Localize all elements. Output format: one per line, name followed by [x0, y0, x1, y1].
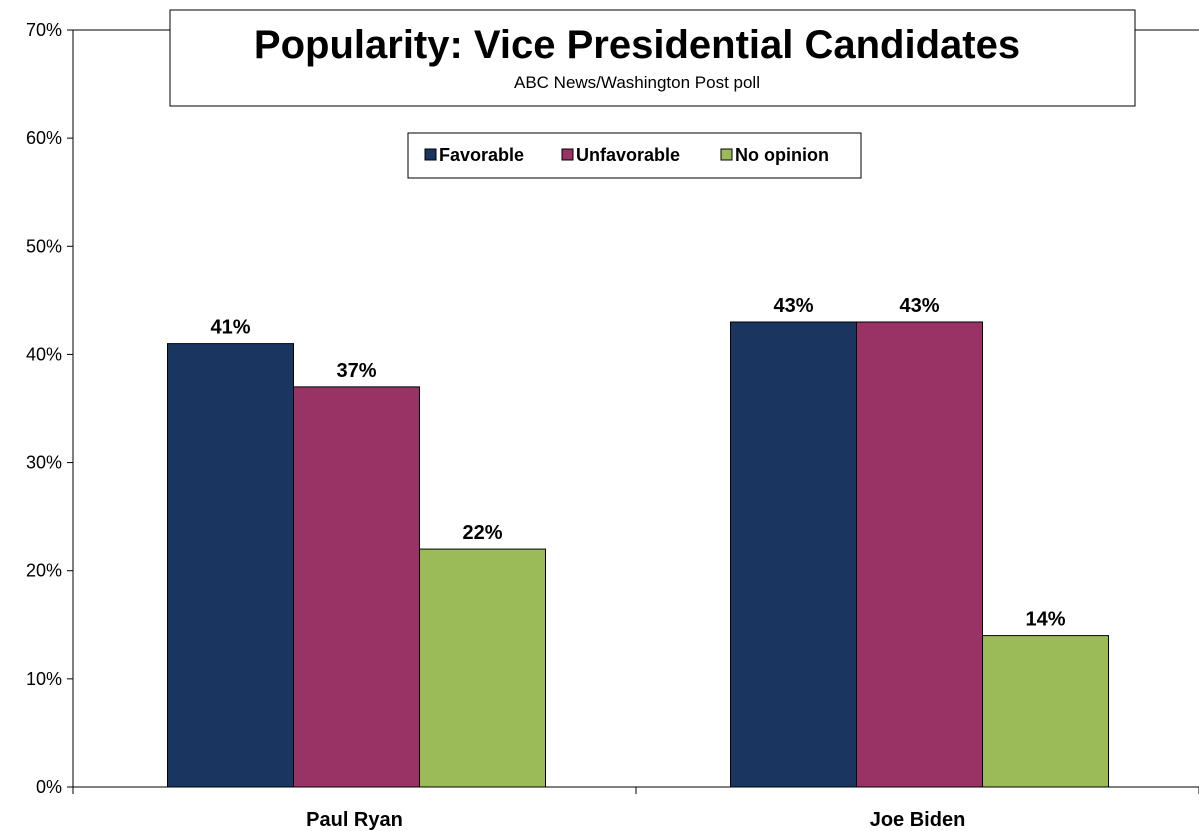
y-tick-label: 40% [26, 344, 62, 364]
legend-frame [407, 132, 862, 179]
bars [167, 321, 1109, 788]
bar [167, 343, 294, 788]
legend-entry: Unfavorable [576, 145, 680, 165]
chart-title: Popularity: Vice Presidential Candidates [254, 23, 1020, 67]
data-label: 22% [462, 522, 502, 544]
bar [856, 321, 983, 788]
y-tick-label: 30% [26, 453, 62, 473]
title-box: Popularity: Vice Presidential Candidates… [169, 9, 1136, 107]
category-label: Paul Ryan [306, 809, 403, 831]
bar [419, 548, 546, 788]
data-label: 37% [336, 360, 376, 382]
data-label: 14% [1025, 609, 1065, 631]
y-tick-label: 0% [36, 777, 62, 797]
y-tick-label: 10% [26, 669, 62, 689]
bar [982, 635, 1109, 788]
data-labels: 41% 37% 22% 43% 43% 14% [210, 295, 1065, 631]
bar [293, 386, 420, 788]
y-tick-label: 70% [26, 20, 62, 40]
category-label: Joe Biden [870, 809, 966, 831]
y-tick-label: 50% [26, 236, 62, 256]
legend-swatch [720, 148, 733, 161]
legend-entry: Favorable [439, 145, 524, 165]
legend: Favorable Unfavorable No opinion [407, 132, 862, 179]
title-box-frame [169, 9, 1136, 107]
legend-swatch [561, 148, 574, 161]
legend-entry: No opinion [735, 145, 829, 165]
data-label: 41% [210, 317, 250, 339]
chart-subtitle: ABC News/Washington Post poll [514, 73, 760, 92]
data-label: 43% [899, 295, 939, 317]
data-label: 43% [773, 295, 813, 317]
y-tick-label: 20% [26, 561, 62, 581]
y-tick-label: 60% [26, 128, 62, 148]
legend-swatch [424, 148, 437, 161]
bar [730, 321, 857, 788]
